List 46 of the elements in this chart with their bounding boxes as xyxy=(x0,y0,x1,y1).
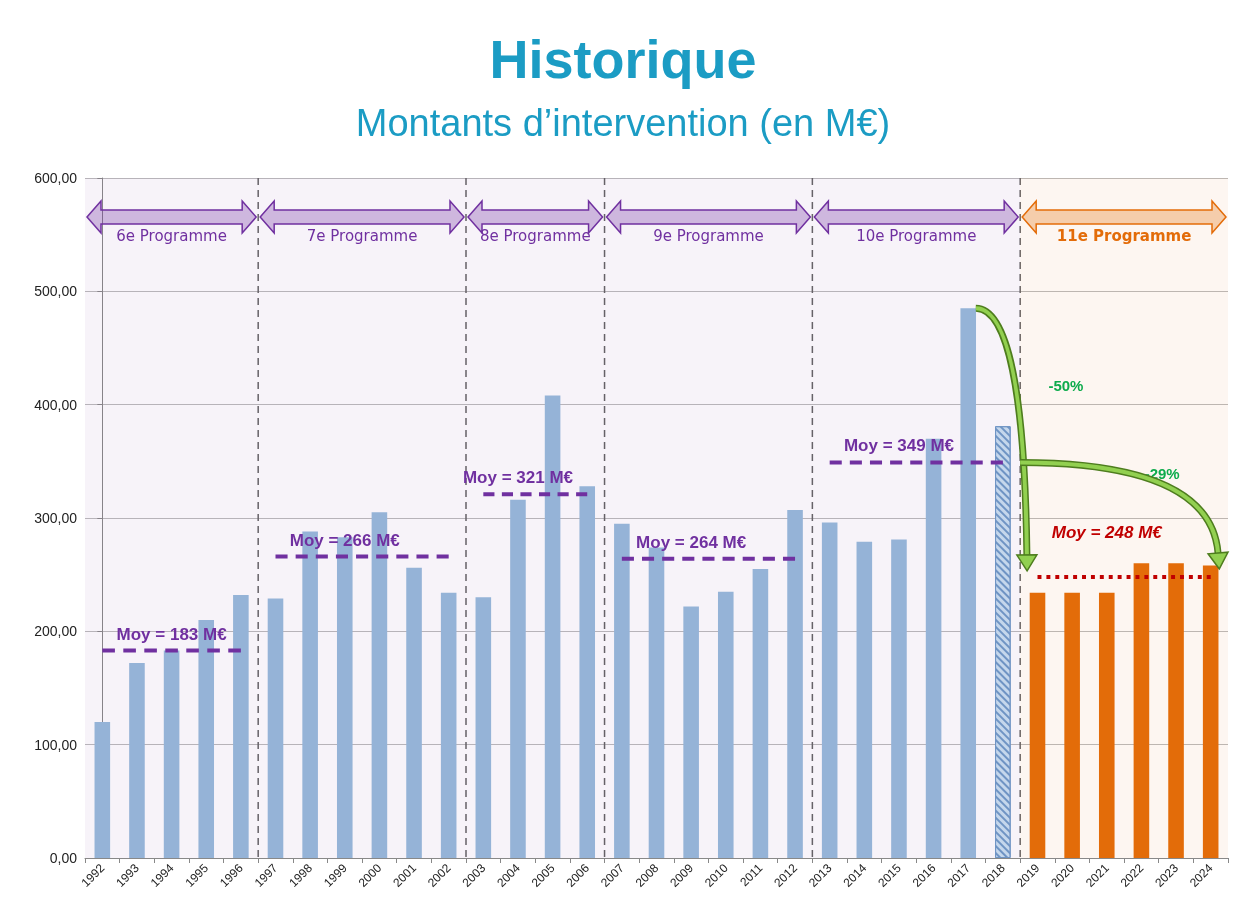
y-tick-label: 200,00 xyxy=(34,623,78,640)
bar xyxy=(891,539,907,858)
y-tick-label: 0,00 xyxy=(49,850,78,866)
bar xyxy=(129,663,145,858)
y-tick-label: 600,00 xyxy=(34,170,78,186)
series-label: Moy = 266 M€ xyxy=(289,530,401,550)
annotation: -50% xyxy=(1048,377,1084,395)
band-label: 10e Programme xyxy=(856,226,977,245)
bar xyxy=(267,598,284,858)
band-label: 11e Programme xyxy=(1056,226,1192,245)
bar xyxy=(787,510,803,858)
bar xyxy=(475,597,492,858)
y-tick-label: 400,00 xyxy=(34,396,78,413)
band-label: 9e Programme xyxy=(653,226,764,245)
series-label: Moy = 321 M€ xyxy=(462,468,574,488)
bar xyxy=(960,308,977,858)
bar xyxy=(406,567,422,858)
chart-subtitle: Montants d’intervention (en M€) xyxy=(354,102,892,145)
bar xyxy=(821,522,838,858)
bar xyxy=(717,591,734,858)
bar xyxy=(1064,592,1080,858)
bar xyxy=(1168,563,1184,858)
band-label: 7e Programme xyxy=(306,226,418,245)
bar xyxy=(163,650,180,858)
chart-title: Historique xyxy=(488,28,758,90)
band-label: 6e Programme xyxy=(116,226,227,245)
bar xyxy=(614,523,630,858)
series-label: Moy = 349 M€ xyxy=(843,436,955,456)
y-tick-label: 300,00 xyxy=(34,510,78,526)
series-label: Moy = 264 M€ xyxy=(636,532,747,552)
y-tick-label: 100,00 xyxy=(34,736,78,753)
y-tick-label: 500,00 xyxy=(34,283,78,300)
band-label: 8e Programme xyxy=(479,226,591,245)
bar xyxy=(683,606,699,858)
bar xyxy=(1133,563,1150,858)
bar xyxy=(752,569,769,858)
text: Moy = 248 M€ xyxy=(1051,522,1164,542)
series-label: Moy = 183 M€ xyxy=(116,624,228,644)
bar xyxy=(94,722,111,858)
bar xyxy=(233,595,249,858)
bar xyxy=(440,592,457,858)
bar xyxy=(579,486,596,858)
bar xyxy=(1029,592,1046,858)
bar xyxy=(510,499,526,858)
bar xyxy=(856,541,873,858)
bar xyxy=(1098,592,1115,858)
